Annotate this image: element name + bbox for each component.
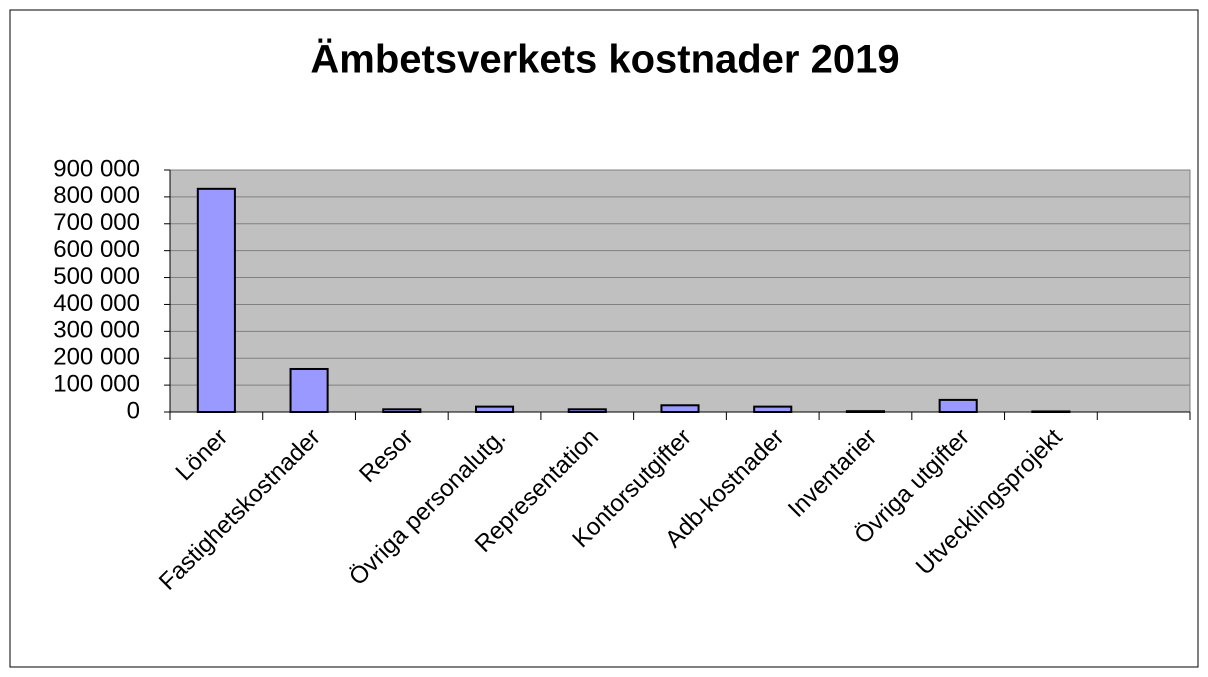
y-tick-label: 800 000 bbox=[53, 182, 140, 209]
y-tick-label: 400 000 bbox=[53, 290, 140, 317]
y-tick-label: 100 000 bbox=[53, 370, 140, 397]
chart-title: Ämbetsverkets kostnader 2019 bbox=[310, 38, 899, 82]
bar bbox=[845, 410, 886, 413]
bar bbox=[1031, 410, 1071, 413]
bar bbox=[567, 408, 607, 413]
y-tick-label: 300 000 bbox=[53, 317, 140, 344]
y-tick-label: 0 bbox=[127, 397, 140, 424]
y-tick-label: 500 000 bbox=[53, 263, 140, 290]
bar bbox=[475, 405, 515, 414]
plot-area bbox=[169, 169, 1191, 413]
bar bbox=[938, 398, 978, 413]
bar bbox=[382, 408, 422, 413]
bar bbox=[753, 405, 793, 414]
bar bbox=[289, 367, 329, 414]
y-tick-label: 900 000 bbox=[53, 155, 140, 182]
y-tick-label: 200 000 bbox=[53, 344, 140, 371]
bar bbox=[196, 187, 236, 413]
y-tick-label: 700 000 bbox=[53, 209, 140, 236]
bar bbox=[660, 404, 700, 413]
y-tick-label: 600 000 bbox=[53, 236, 140, 263]
